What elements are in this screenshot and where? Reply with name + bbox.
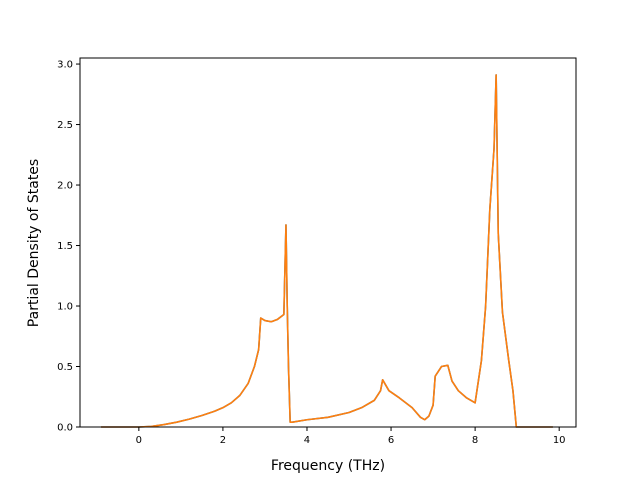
x-tick-label: 0: [136, 435, 142, 446]
y-tick-label: 0.0: [57, 423, 73, 434]
x-tick-label: 2: [220, 435, 226, 446]
y-tick-label: 3.0: [57, 60, 73, 71]
y-tick-label: 1.5: [57, 241, 73, 252]
x-axis-label: Frequency (THz): [271, 458, 385, 474]
x-tick-label: 6: [388, 435, 394, 446]
y-tick-label: 1.0: [57, 302, 73, 313]
y-tick-label: 2.5: [57, 120, 73, 131]
y-tick-label: 0.5: [57, 362, 73, 373]
tick-layer: 0 2 4 6 8 10 0.0 0.5 1.0 1.5 2.0 2.5 3.0: [57, 60, 565, 446]
series-layer: [101, 74, 553, 428]
y-axis-label: Partial Density of States: [26, 159, 42, 327]
x-tick-label: 4: [304, 435, 310, 446]
series-line-2: [101, 74, 553, 428]
y-tick-label: 2.0: [57, 181, 73, 192]
x-tick-label: 10: [553, 435, 566, 446]
x-tick-label: 8: [472, 435, 478, 446]
plot-frame: [79, 57, 577, 428]
plot-area: [80, 58, 576, 427]
